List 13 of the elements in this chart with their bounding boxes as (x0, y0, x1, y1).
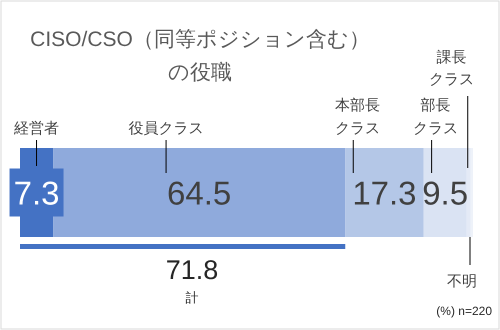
text: (%) n=220 (436, 304, 492, 318)
series-label: 経営者 (13, 120, 60, 137)
text: 不明 (447, 273, 477, 290)
text: 課長クラス (429, 49, 474, 88)
series-label: 部長クラス (413, 97, 458, 137)
data-label: 64.5 (167, 174, 232, 212)
chart-title: CISO/CSO（同等ポジション含む）の役職 (30, 28, 370, 84)
text: 計 (186, 290, 198, 305)
series-label: 役員クラス (128, 120, 204, 137)
series-label: 本部長クラス (334, 97, 380, 137)
text: 71.8 (166, 255, 218, 285)
data-label: 9.5 (422, 174, 468, 212)
data-label: 17.3 (352, 174, 417, 212)
